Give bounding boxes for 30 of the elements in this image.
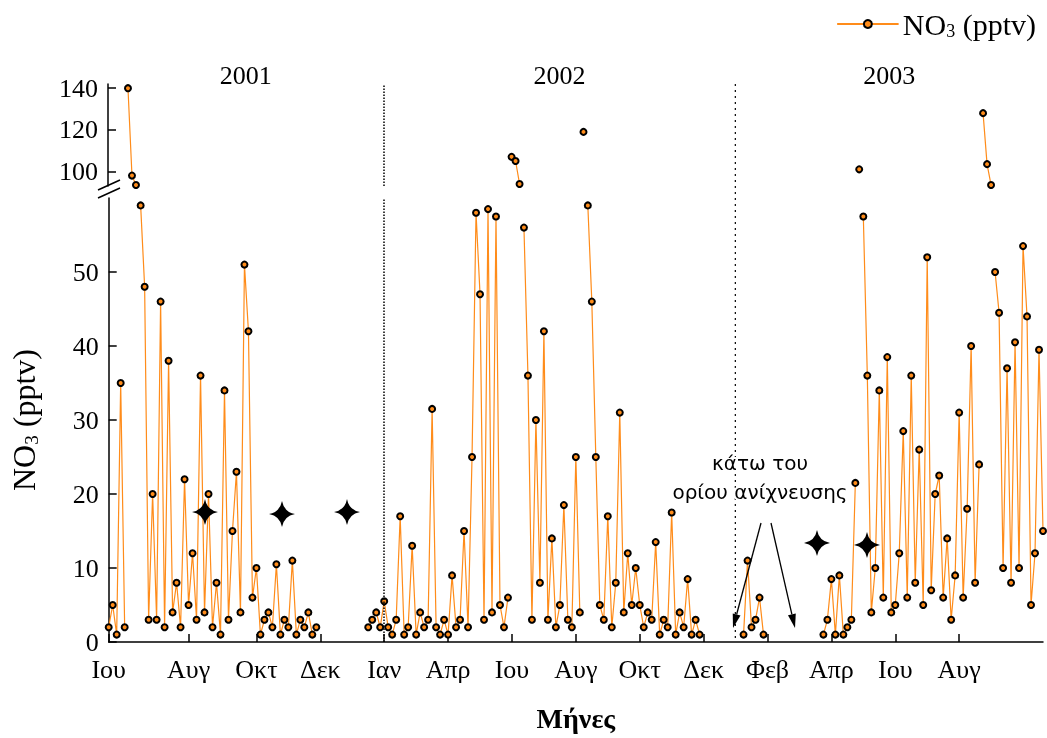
- x-tick-label: Δεκ: [683, 654, 724, 684]
- y-tick-label: 30: [72, 405, 99, 435]
- y-tick-label: 40: [72, 331, 99, 361]
- annotation: 2003: [863, 61, 916, 90]
- x-tick-label: Αυγ: [166, 654, 211, 684]
- y-tick-label: 20: [72, 479, 99, 509]
- y-tick-label: 100: [59, 156, 98, 186]
- x-tick-label: Αυγ: [937, 654, 981, 684]
- x-tick-label: Ιου: [494, 654, 530, 684]
- y-tick-label: 0: [85, 627, 99, 657]
- annotation: κάτω του ορίου ανίχνευσης: [672, 451, 848, 504]
- annotation: 2002: [533, 61, 586, 90]
- legend-label: NO3 (pptv): [902, 7, 1037, 42]
- x-tick-label: Αυγ: [554, 654, 598, 684]
- x-tick-label: Φεβ: [745, 654, 790, 684]
- y-tick-label: 10: [72, 553, 99, 583]
- y-tick-label: 120: [59, 115, 98, 145]
- y-tick-label: 140: [59, 73, 98, 103]
- x-tick-label: Οκτ: [618, 654, 661, 684]
- x-tick-label: Δεκ: [299, 654, 341, 684]
- annotation: 2001: [219, 61, 272, 90]
- x-tick-label: Ιαν: [367, 654, 402, 684]
- y-tick-label: 50: [72, 257, 99, 287]
- x-tick-label: Ιου: [91, 654, 126, 684]
- x-tick-label: Απρ: [808, 654, 854, 684]
- x-axis-title: Μήνες: [536, 702, 617, 734]
- x-tick-label: Απρ: [425, 654, 471, 684]
- x-tick-label: Οκτ: [235, 654, 278, 684]
- x-tick-label: Ιου: [878, 654, 913, 684]
- y-axis-title: NO3 (pptv): [6, 348, 42, 492]
